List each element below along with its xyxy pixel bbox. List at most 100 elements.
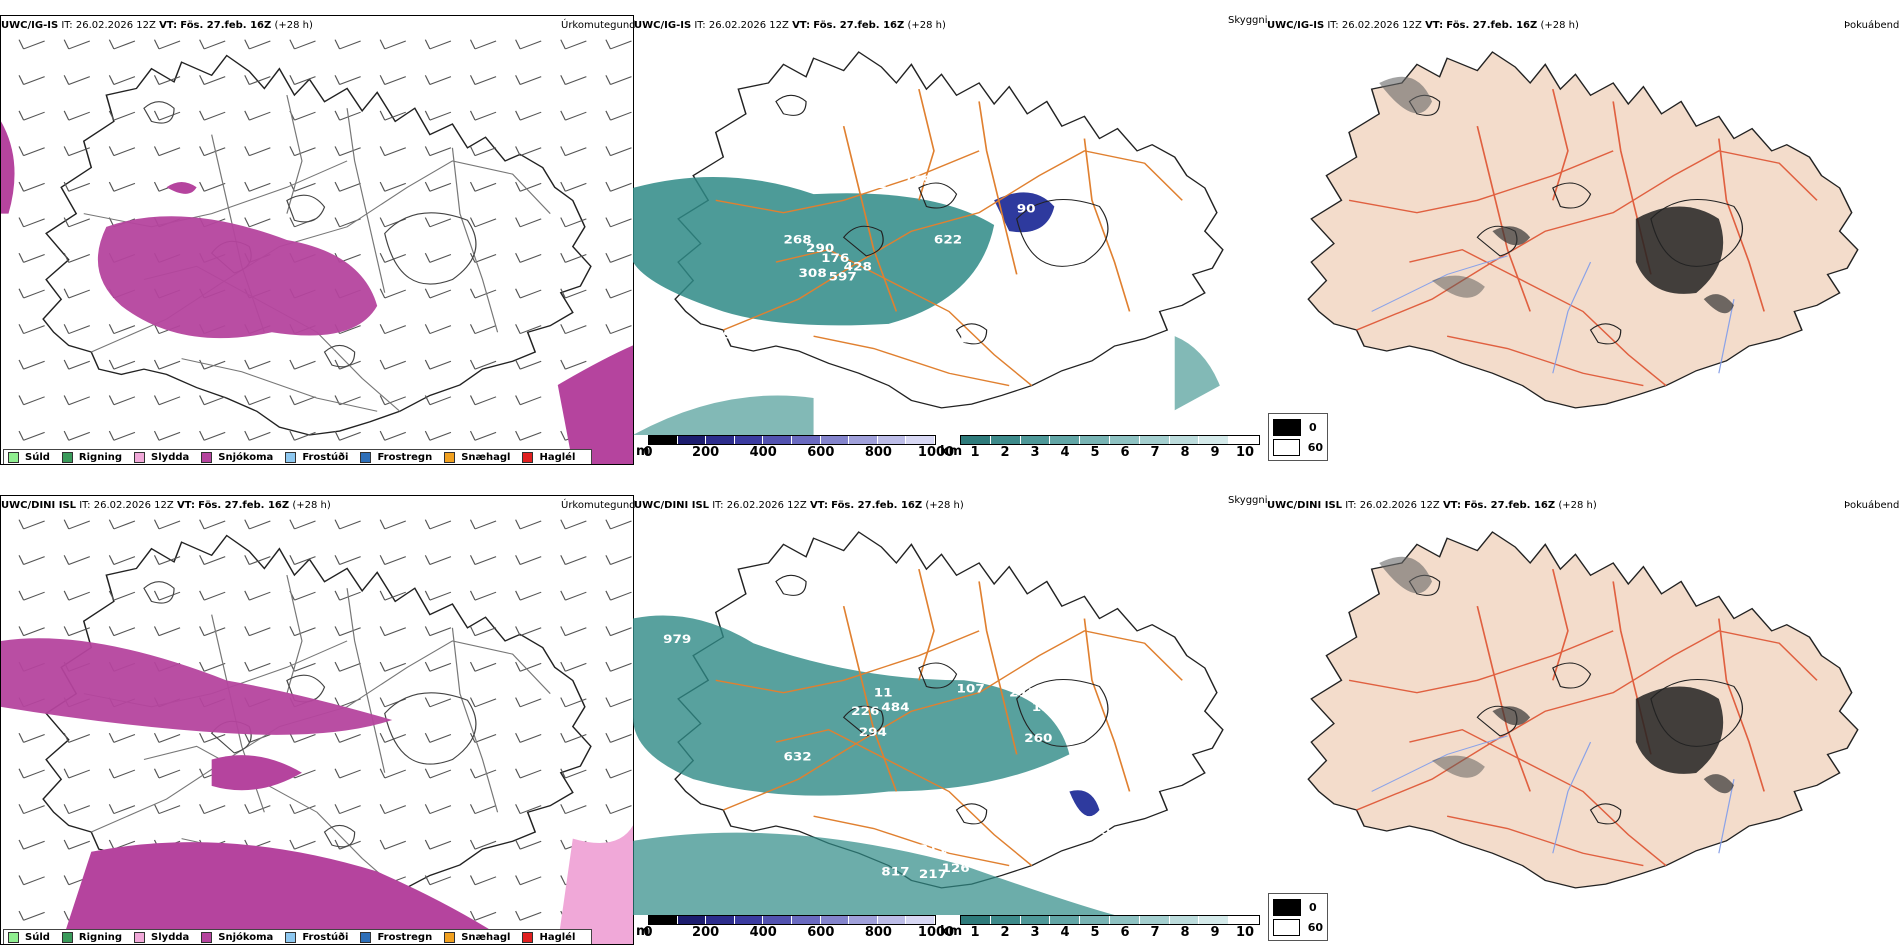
colorbar-tick-label: 400 — [749, 445, 777, 460]
visibility-value-label: 11 — [874, 686, 893, 699]
colorbar-swatch — [677, 436, 707, 444]
visibility-value-label: 428 — [844, 261, 872, 274]
legend-swatch — [1273, 918, 1300, 936]
colorbar-tick-label: 400 — [749, 925, 777, 940]
visibility-value-label: 294 — [859, 726, 888, 739]
legend-swatch — [285, 452, 297, 463]
visibility-value-label: 55 — [1092, 825, 1111, 838]
colorbar-swatch — [1020, 916, 1051, 924]
precip-panel-title: Úrkomutegund — [561, 500, 636, 511]
fog-indicator-panel — [1266, 495, 1900, 915]
colorbar-tick-label: 800 — [864, 445, 892, 460]
visibility-value-label: 817 — [881, 866, 909, 879]
height-bar-swatches — [648, 915, 936, 925]
panel-header: UWC/IG-IS IT: 26.02.2026 12Z VT: Fös. 27… — [1267, 20, 1579, 31]
visibility-colorbar: km 1 2 3 4 5 6 7 8 9 10 — [940, 915, 1260, 940]
height-bar-swatches — [648, 435, 936, 445]
visibility-value-label: 62 — [911, 806, 930, 819]
visibility-value-label: 50 — [1092, 302, 1111, 315]
visibility-value-label: 597 — [829, 271, 857, 284]
legend-swatch — [522, 932, 534, 943]
colorbar-swatch — [1050, 916, 1081, 924]
visibility-value-label: 632 — [783, 751, 811, 764]
colorbar-swatch — [763, 436, 792, 444]
colorbar-tick-label: 3 — [1030, 925, 1040, 940]
colorbar-swatch — [877, 916, 907, 924]
colorbar-swatch — [906, 436, 935, 444]
colorbar-swatch — [1199, 436, 1230, 444]
fog-legend-item: 60 — [1273, 917, 1323, 937]
colorbar-tick-label: 5 — [1090, 445, 1100, 460]
colorbar-swatch — [906, 916, 935, 924]
legend-swatch — [201, 452, 213, 463]
legend-swatch — [360, 452, 372, 463]
precip-legend-item: Haglél — [522, 932, 575, 943]
colorbar-tick-label: 4 — [1060, 445, 1070, 460]
colorbar-swatch — [820, 436, 850, 444]
precip-legend-item: Snjókoma — [201, 932, 273, 943]
colorbar-tick-label: 8 — [1180, 925, 1190, 940]
colorbar-swatch — [849, 916, 878, 924]
precip-legend-item: Frostúði — [285, 452, 348, 463]
colorbar-tick-label: 800 — [864, 925, 892, 940]
colorbar-swatch — [1229, 916, 1259, 924]
visibility-value-label: 232 — [949, 363, 977, 376]
legend-swatch — [61, 932, 73, 943]
colorbar-swatch — [677, 916, 707, 924]
precip-legend-item: Rigning — [61, 932, 122, 943]
precip-legend-item: Súld — [8, 932, 50, 943]
legend-swatch — [1273, 438, 1300, 456]
colorbar-tick-label: 200 — [692, 445, 720, 460]
legend-swatch — [444, 452, 456, 463]
colorbar-swatch — [820, 916, 850, 924]
visibility-value-label: 206 — [941, 332, 969, 345]
colorbar-swatch — [1169, 916, 1200, 924]
legend-swatch — [8, 452, 19, 463]
colorbar-swatch — [961, 916, 991, 924]
colorbar-swatch — [734, 436, 764, 444]
visibility-value-label: 122 — [859, 178, 887, 191]
fog-legend-item: 0 — [1273, 897, 1323, 917]
legend-swatch — [201, 932, 213, 943]
colorbar-tick-label: 0 — [643, 445, 653, 460]
colorbar-tick-label: 6 — [1120, 445, 1130, 460]
precip-legend-item: Slydda — [134, 452, 189, 463]
colorbar-swatch — [1139, 916, 1170, 924]
vis-bar-swatches — [960, 435, 1260, 445]
visibility-value-label: 979 — [663, 633, 691, 646]
precip-legend-item: Snjókoma — [201, 452, 273, 463]
colorbar-tick-label: 7 — [1150, 445, 1160, 460]
colorbar-swatch — [1080, 436, 1110, 444]
precip-legend-item: Snæhagl — [444, 932, 510, 943]
legend-swatch — [1273, 898, 1301, 916]
colorbar-tick-label: 6 — [1120, 925, 1130, 940]
fog-legend: 0 60 — [1268, 413, 1328, 461]
height-colorbar: m 0 200 400 600 800 1000 — [636, 435, 954, 460]
legend-swatch — [1273, 418, 1301, 436]
snow-area — [97, 216, 378, 339]
visibility-panel: 122 169 110 90 622 268 290 176 428 308 597 968 354 20… — [633, 15, 1265, 435]
colorbar-swatch — [791, 436, 821, 444]
colorbar-swatch — [877, 436, 907, 444]
legend-swatch — [360, 932, 372, 943]
colorbar-swatch — [1139, 436, 1170, 444]
snow-area — [1, 638, 393, 735]
visibility-value-label: 90 — [1017, 203, 1036, 216]
colorbar-swatch — [961, 436, 991, 444]
colorbar-swatch — [649, 436, 678, 444]
precip-legend: Súld Rigning Slydda Snjókoma Frostúði Frostre… — [3, 929, 593, 944]
precip-type-panel: Súld Rigning Slydda Snjókoma Frostúði Frostre… — [0, 495, 634, 945]
colorbar-tick-label: 0 — [643, 925, 653, 940]
legend-swatch — [61, 452, 73, 463]
visibility-value-label: 484 — [881, 701, 910, 714]
precip-panel-title: Úrkomutegund — [561, 20, 636, 31]
panel-header: UWC/IG-IS IT: 26.02.2026 12Z VT: Fös. 27… — [634, 20, 946, 31]
colorbar-swatch — [734, 916, 764, 924]
fog-legend-item: 0 — [1273, 417, 1323, 437]
fog-legend-item: 60 — [1273, 437, 1323, 457]
panel-header: UWC/IG-IS IT: 26.02.2026 12Z VT: Fös. 27… — [1, 20, 313, 31]
colorbar-tick-label: 600 — [807, 445, 835, 460]
fog-area — [1635, 206, 1724, 294]
precip-type-panel: Súld Rigning Slydda Snjókoma Frostúði Frostre… — [0, 15, 634, 465]
colorbar-swatch — [990, 436, 1021, 444]
